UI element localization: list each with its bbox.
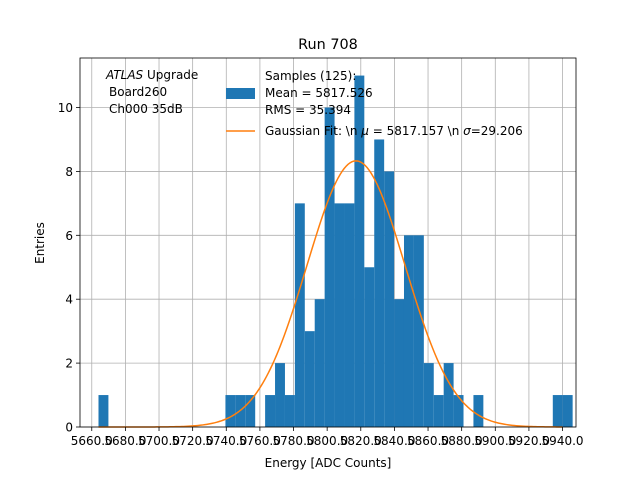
histogram-bar — [473, 395, 484, 427]
histogram-bar — [324, 107, 335, 428]
x-tick-label: 5940.0 — [542, 434, 584, 448]
histogram-bar — [562, 395, 573, 427]
histogram-bar — [314, 299, 325, 427]
x-tick-label: 5660.0 — [71, 434, 113, 448]
y-tick-label: 8 — [65, 165, 73, 179]
histogram-bar — [344, 203, 355, 427]
upgrade-label: Upgrade — [143, 68, 198, 82]
histogram-bar — [413, 235, 424, 427]
histogram-bars — [98, 75, 573, 428]
histogram-bar — [334, 203, 345, 427]
fit-sigma-symbol: σ — [463, 124, 471, 138]
histogram-bar — [374, 139, 385, 427]
legend: Samples (125): Mean = 5817.526 RMS = 35.… — [226, 69, 523, 138]
histogram-bar — [354, 75, 365, 428]
fit-mid: = 5817.157 \n — [369, 124, 463, 138]
annotation-line-3: Ch000 35dB — [109, 102, 183, 116]
y-axis-ticks: 0 2 4 6 8 10 — [58, 101, 80, 435]
atlas-annotation: ATLAS Upgrade Board260 Ch000 35dB — [105, 68, 198, 116]
histogram-bar — [403, 235, 414, 427]
histogram-bar — [304, 331, 315, 427]
histogram-bar — [552, 395, 563, 427]
histogram-bar — [294, 203, 305, 427]
plot-frame — [79, 57, 577, 428]
histogram-bar — [275, 363, 285, 427]
histogram-bar — [245, 395, 256, 427]
x-tick-label: 5760.0 — [239, 434, 281, 448]
histogram-bar — [98, 395, 109, 427]
chart-title: Run 708 — [298, 37, 358, 53]
x-tick-label: 5880.0 — [441, 434, 483, 448]
y-tick-label: 10 — [58, 101, 73, 115]
x-tick-label: 5780.0 — [273, 434, 315, 448]
y-tick-label: 6 — [65, 229, 73, 243]
x-tick-label: 5680.0 — [104, 434, 146, 448]
x-tick-label: 5820.0 — [340, 434, 382, 448]
atlas-label: ATLAS — [105, 68, 144, 82]
fit-suffix: =29.206 — [471, 124, 523, 138]
histogram-bar — [433, 395, 444, 427]
x-tick-label: 5740.0 — [205, 434, 247, 448]
x-tick-label: 5840.0 — [373, 434, 415, 448]
x-tick-label: 5900.0 — [474, 434, 516, 448]
y-axis-label: Entries — [33, 222, 47, 264]
fit-mu-symbol: μ — [360, 124, 369, 138]
histogram-bar — [265, 395, 276, 427]
histogram-bar — [225, 395, 236, 427]
x-tick-label: 5720.0 — [172, 434, 214, 448]
histogram-bar — [284, 395, 295, 427]
legend-samples-line-2: Mean = 5817.526 — [265, 86, 373, 100]
histogram-bar — [443, 363, 454, 427]
histogram-bar — [364, 267, 375, 427]
legend-samples-line-3: RMS = 35.394 — [265, 103, 351, 117]
histogram-bar — [453, 395, 464, 427]
x-tick-label: 5800.0 — [306, 434, 348, 448]
x-tick-label: 5860.0 — [407, 434, 449, 448]
fit-prefix: Gaussian Fit: \n — [265, 124, 361, 138]
histogram-bar — [384, 171, 395, 427]
x-axis-label: Energy [ADC Counts] — [265, 456, 392, 470]
y-tick-label: 2 — [65, 357, 73, 371]
histogram-bar — [394, 299, 404, 427]
x-tick-label: 5700.0 — [138, 434, 180, 448]
x-axis-ticks: 5660.05680.05700.05720.05740.05760.05780… — [71, 427, 584, 448]
legend-samples-swatch — [226, 88, 255, 99]
annotation-line-2: Board260 — [109, 85, 167, 99]
legend-samples-line-1: Samples (125): — [265, 69, 356, 83]
histogram-bar — [423, 363, 434, 427]
annotation-line-1: ATLAS Upgrade — [105, 68, 198, 82]
y-tick-label: 4 — [65, 293, 73, 307]
y-tick-label: 0 — [65, 421, 73, 435]
x-tick-label: 5920.0 — [508, 434, 550, 448]
legend-fit-label: Gaussian Fit: \n μ = 5817.157 \n σ=29.20… — [265, 124, 523, 138]
